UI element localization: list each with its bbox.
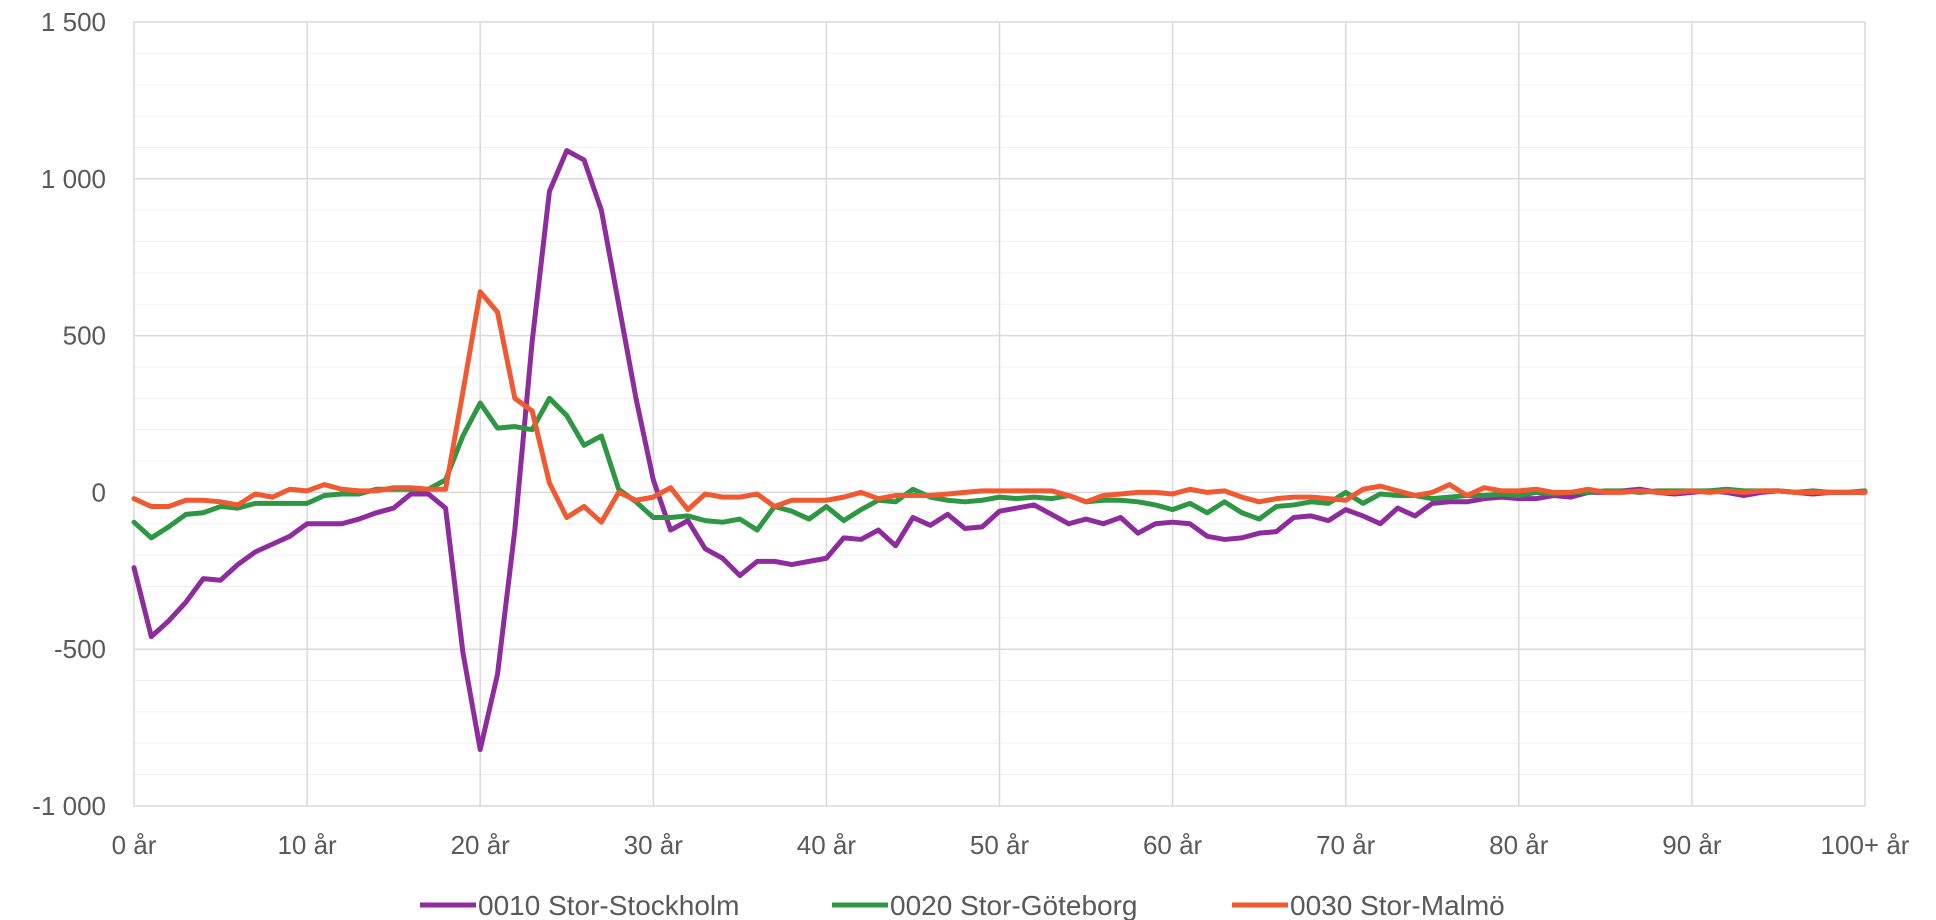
- y-tick-label: -500: [54, 634, 106, 664]
- y-tick-label: 1 000: [41, 164, 106, 194]
- series-line-1: [131, 148, 1868, 753]
- x-tick-label: 80 år: [1489, 830, 1549, 860]
- x-tick-label: 20 år: [451, 830, 511, 860]
- x-tick-label: 70 år: [1316, 830, 1376, 860]
- legend: 0010 Stor-Stockholm 0020 Stor-Göteborg 003…: [420, 890, 1505, 920]
- x-tick-label: 10 år: [277, 830, 337, 860]
- series-line-3: [131, 289, 1868, 525]
- x-tick-label: 90 år: [1662, 830, 1722, 860]
- x-tick-label: 100+ år: [1821, 830, 1910, 860]
- y-tick-label: -1 000: [32, 791, 106, 821]
- x-tick-label: 40 år: [797, 830, 857, 860]
- x-axis: 0 år 10 år 20 år 30 år 40 år 50 år 60 år 70 år 8…: [112, 830, 1910, 860]
- y-tick-label: 0: [92, 477, 106, 507]
- series-layer: [131, 148, 1868, 753]
- y-tick-label: 500: [63, 321, 106, 351]
- legend-label-2: 0020 Stor-Göteborg: [890, 890, 1138, 920]
- y-axis: 1 500 1 000 500 0 -500 -1 000: [32, 7, 106, 821]
- gridlines: [133, 21, 1866, 807]
- x-tick-label: 0 år: [112, 830, 157, 860]
- legend-label-1: 0010 Stor-Stockholm: [478, 890, 739, 920]
- x-tick-label: 50 år: [970, 830, 1030, 860]
- x-tick-label: 60 år: [1143, 830, 1203, 860]
- y-tick-label: 1 500: [41, 7, 106, 37]
- x-tick-label: 30 år: [624, 830, 684, 860]
- legend-label-3: 0030 Stor-Malmö: [1290, 890, 1505, 920]
